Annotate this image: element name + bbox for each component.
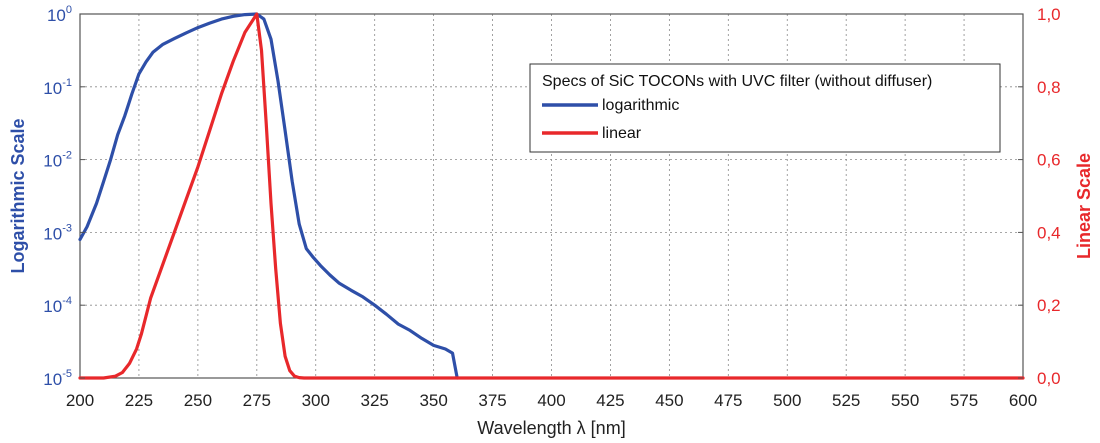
y-axis-left-title: Logarithmic Scale (8, 118, 28, 273)
x-tick-label: 600 (1009, 391, 1037, 410)
y-left-tick-label: 10-3 (43, 222, 72, 243)
x-tick-label: 375 (478, 391, 506, 410)
y-right-tick-label: 0,4 (1037, 223, 1061, 242)
series-layer (78, 12, 1025, 380)
y-right-tick-label: 0,2 (1037, 296, 1061, 315)
x-tick-label: 500 (773, 391, 801, 410)
x-tick-label: 225 (125, 391, 153, 410)
legend: Specs of SiC TOCONs with UVC filter (wit… (529, 63, 1001, 153)
y-right-tick-label: 0,0 (1037, 369, 1061, 388)
y-left-tick-label: 10-5 (43, 368, 72, 389)
y-right-tick-label: 0,6 (1037, 151, 1061, 170)
x-tick-label: 350 (419, 391, 447, 410)
x-tick-label: 200 (66, 391, 94, 410)
x-tick-label: 400 (537, 391, 565, 410)
legend-box (529, 63, 1001, 153)
y-right-tick-label: 1,0 (1037, 5, 1061, 24)
y-left-tick-label: 10-4 (43, 295, 72, 316)
legend-label-linear: linear (602, 125, 642, 142)
legend-title: Specs of SiC TOCONs with UVC filter (wit… (542, 73, 932, 90)
y-left-tick-label: 10-2 (43, 150, 72, 171)
series-line-linear (78, 12, 1025, 380)
series-line-logarithmic (78, 12, 459, 380)
x-tick-label: 550 (891, 391, 919, 410)
y-axis-right-title: Linear Scale (1074, 153, 1094, 259)
legend-label-logarithmic: logarithmic (602, 97, 679, 114)
x-tick-label: 300 (302, 391, 330, 410)
x-tick-label: 325 (361, 391, 389, 410)
x-tick-label: 250 (184, 391, 212, 410)
x-tick-label: 275 (243, 391, 271, 410)
y-left-tick-label: 10-1 (43, 77, 72, 98)
x-tick-label: 425 (596, 391, 624, 410)
x-axis-title: Wavelength λ [nm] (477, 418, 625, 438)
x-tick-label: 525 (832, 391, 860, 410)
y-right-tick-label: 0,8 (1037, 78, 1061, 97)
y-left-tick-label: 100 (47, 4, 72, 25)
x-tick-label: 450 (655, 391, 683, 410)
x-tick-label: 575 (950, 391, 978, 410)
tick-layer: 200 225 250 275 300 325 350 375 400 425 450 475 500 5… (43, 4, 1060, 410)
x-tick-label: 475 (714, 391, 742, 410)
